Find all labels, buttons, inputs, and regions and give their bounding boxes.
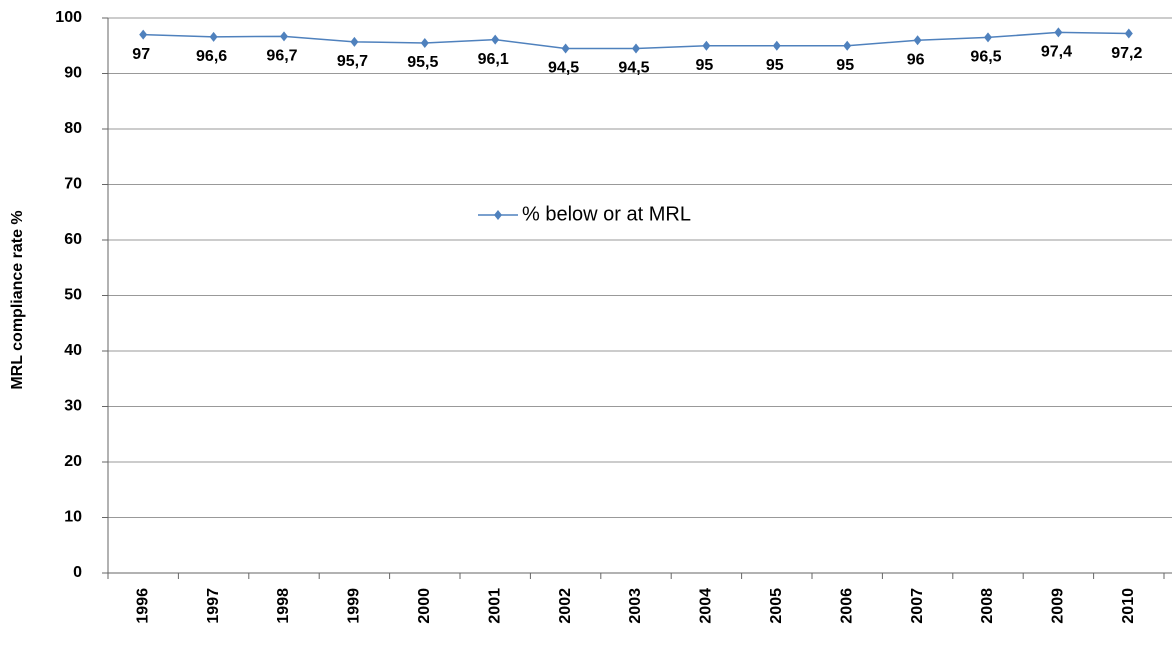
x-tick-label: 2000 xyxy=(416,588,433,624)
y-tick-label: 50 xyxy=(64,287,82,304)
data-label: 97,2 xyxy=(1111,45,1142,62)
legend-label: % below or at MRL xyxy=(522,203,691,225)
y-tick-label: 20 xyxy=(64,453,82,470)
data-label: 94,5 xyxy=(618,60,649,77)
marker xyxy=(420,37,429,48)
y-tick-label: 90 xyxy=(64,65,82,82)
marker xyxy=(209,31,218,42)
data-label: 95 xyxy=(696,57,714,74)
marker xyxy=(984,32,992,43)
marker xyxy=(1124,28,1133,39)
y-tick-label: 30 xyxy=(64,398,82,415)
x-tick-label: 2006 xyxy=(838,588,855,624)
marker xyxy=(632,43,640,54)
data-label: 95,7 xyxy=(337,53,368,70)
x-tick-label: 2008 xyxy=(979,588,996,624)
marker xyxy=(843,40,852,51)
data-label: 97,4 xyxy=(1041,44,1072,61)
data-label: 94,5 xyxy=(548,60,579,77)
marker xyxy=(350,36,359,47)
x-tick-label: 2007 xyxy=(909,588,926,624)
legend-marker xyxy=(494,210,502,220)
data-label: 96,1 xyxy=(478,51,509,68)
x-tick-label: 2002 xyxy=(557,588,574,624)
data-label: 95,5 xyxy=(407,54,438,71)
y-tick-label: 70 xyxy=(64,176,82,193)
x-tick-label: 2001 xyxy=(486,588,503,624)
y-tick-label: 100 xyxy=(55,9,82,26)
marker xyxy=(702,40,711,51)
x-tick-label: 2005 xyxy=(768,588,785,624)
marker xyxy=(491,34,500,45)
y-axis-label: MRL compliance rate % xyxy=(9,210,26,389)
x-tick-label: 1997 xyxy=(205,588,222,624)
y-tick-label: 10 xyxy=(64,509,82,526)
marker xyxy=(280,31,288,42)
data-label: 97 xyxy=(132,46,150,63)
marker xyxy=(561,43,570,54)
x-tick-label: 1999 xyxy=(346,588,363,624)
x-tick-label: 1998 xyxy=(275,588,292,624)
marker xyxy=(772,40,781,51)
y-tick-label: 80 xyxy=(64,120,82,137)
data-label: 96,7 xyxy=(266,48,297,65)
data-label: 96 xyxy=(907,51,925,68)
x-tick-label: 2009 xyxy=(1050,588,1067,624)
data-label: 95 xyxy=(836,57,854,74)
y-tick-label: 0 xyxy=(73,564,82,581)
x-tick-label: 1996 xyxy=(134,588,151,624)
marker xyxy=(1054,27,1063,38)
marker xyxy=(139,29,148,40)
y-tick-label: 40 xyxy=(64,342,82,359)
x-tick-label: 2004 xyxy=(698,588,715,624)
data-label: 95 xyxy=(766,57,784,74)
y-tick-label: 60 xyxy=(64,231,82,248)
x-tick-label: 2003 xyxy=(627,588,644,624)
x-tick-label: 2010 xyxy=(1120,588,1137,624)
data-label: 96,5 xyxy=(970,49,1001,66)
marker xyxy=(913,35,922,46)
data-label: 96,6 xyxy=(196,48,227,65)
